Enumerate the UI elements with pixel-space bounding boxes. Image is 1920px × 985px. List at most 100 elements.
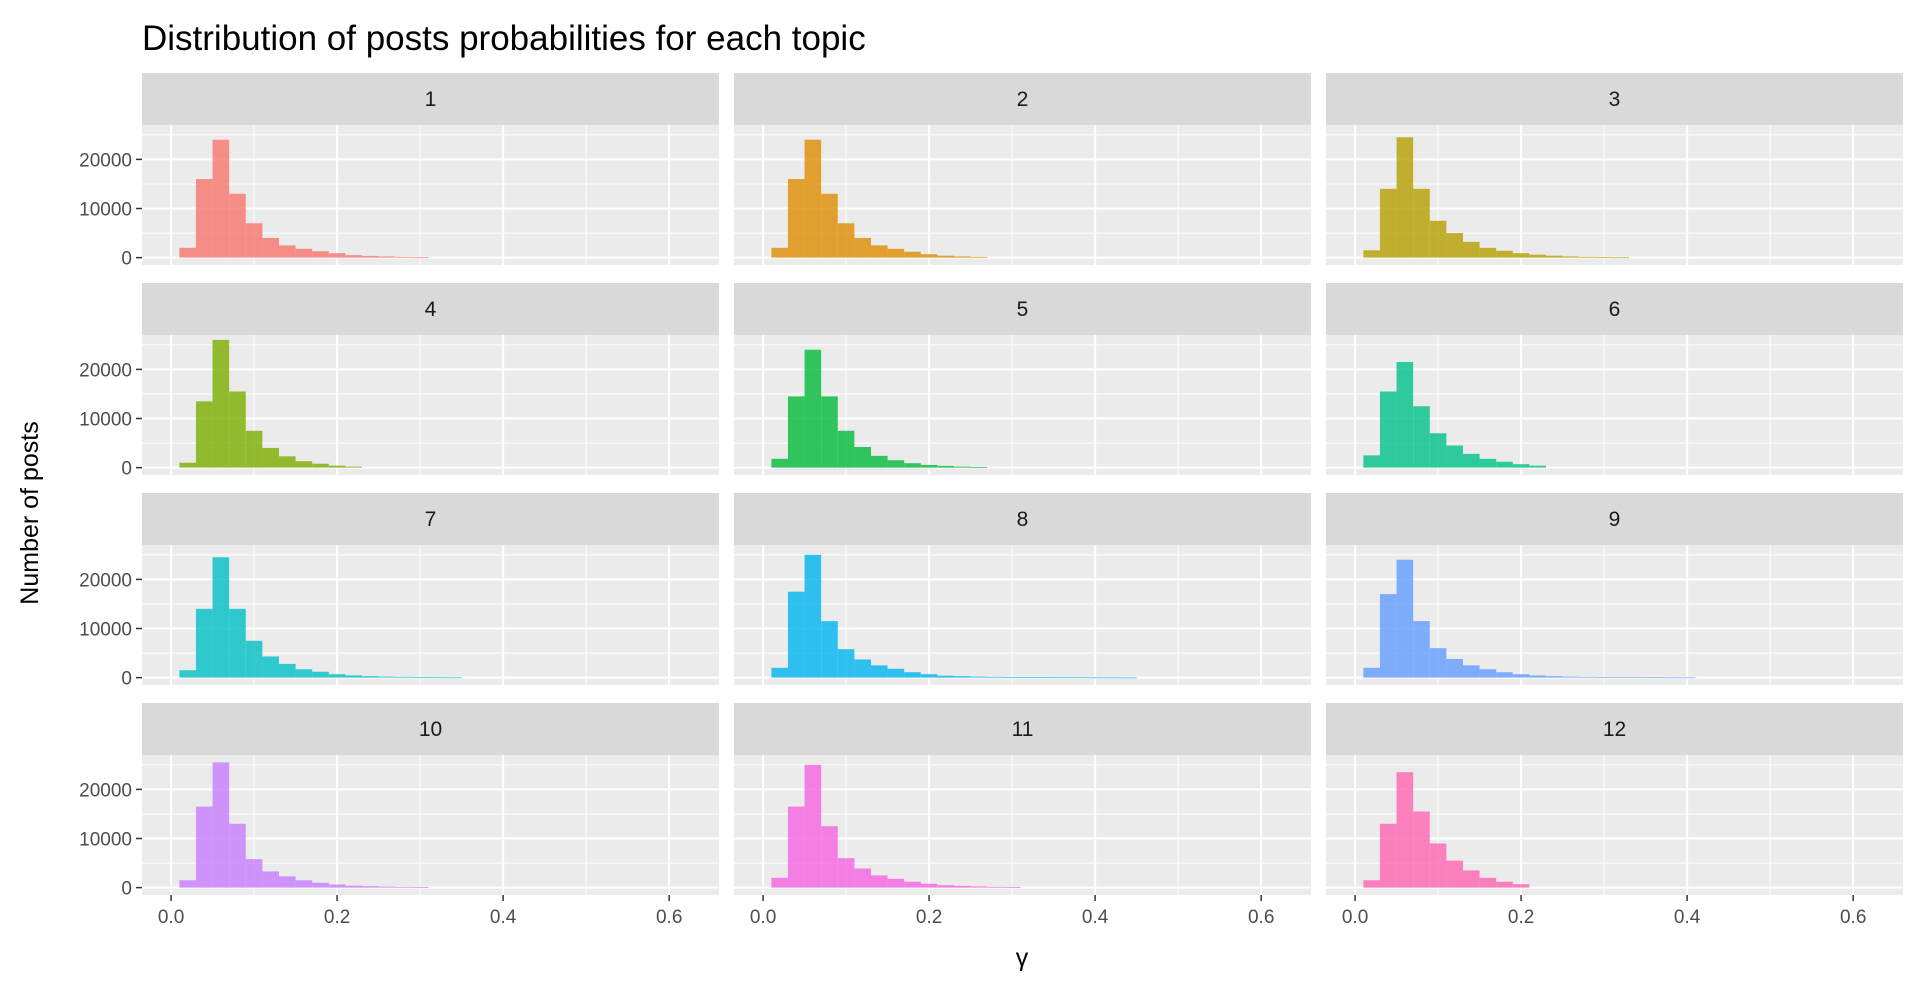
facet-strip: [142, 283, 719, 335]
y-tick-label: 0: [121, 459, 132, 480]
histogram-bar: [195, 401, 213, 468]
histogram-bar: [904, 251, 921, 258]
facet-strip: [734, 283, 1311, 335]
y-tick-label: 20000: [79, 360, 132, 381]
facet-strip-label: 6: [1609, 298, 1621, 321]
histogram-bar: [245, 430, 263, 468]
histogram-bar: [1379, 594, 1397, 678]
histogram-bar: [954, 676, 971, 678]
histogram-bar: [445, 677, 462, 679]
histogram-bar: [937, 465, 955, 468]
histogram-bar: [1429, 220, 1447, 258]
histogram-bar: [362, 886, 379, 888]
histogram-bar: [837, 649, 855, 678]
histogram-bar: [1396, 559, 1414, 678]
x-tick-label: 0.0: [1342, 907, 1368, 928]
x-tick-label: 0.6: [656, 907, 682, 928]
histogram-bar: [1629, 677, 1646, 678]
histogram-bar: [920, 883, 938, 888]
histogram-bar: [771, 458, 788, 468]
histogram-bar: [1396, 772, 1414, 888]
histogram-bar: [1512, 884, 1530, 888]
histogram-bar: [771, 667, 788, 678]
histogram-bar: [804, 554, 822, 678]
facet-strip-label: 4: [425, 298, 437, 321]
histogram-bar: [1562, 676, 1580, 678]
histogram-bar: [854, 237, 871, 258]
histogram-bar: [837, 430, 855, 468]
histogram-bar: [771, 247, 788, 258]
histogram-bar: [920, 674, 938, 678]
histogram-bar: [245, 859, 263, 888]
facet-panel-12: 12 0.0 0.2 0.4 0.6: [1326, 703, 1903, 928]
y-tick-label: 20000: [79, 780, 132, 801]
histogram-bar: [887, 460, 905, 468]
histogram-bar: [1037, 677, 1054, 678]
histogram-bar: [954, 885, 971, 888]
facet-strip: [1326, 283, 1903, 335]
histogram-bar: [1446, 233, 1463, 258]
histogram-bar: [1479, 247, 1497, 258]
facet-strip-label: 10: [419, 718, 442, 741]
facet-panel-6: 6: [1326, 283, 1903, 475]
y-tick-label: 20000: [79, 570, 132, 591]
histogram-bar: [229, 823, 246, 888]
histogram-bar: [987, 886, 1004, 888]
histogram-bar: [378, 676, 396, 678]
x-tick-label: 0.4: [1674, 907, 1701, 928]
histogram-bar: [787, 591, 805, 678]
facet-strip-label: 1: [425, 88, 437, 111]
histogram-bar: [395, 676, 412, 678]
y-tick-label: 0: [121, 879, 132, 900]
histogram-bar: [395, 256, 412, 258]
histogram-bar: [837, 223, 855, 258]
histogram-bar: [1446, 860, 1463, 888]
histogram-bar: [328, 253, 346, 258]
x-tick-label: 0.6: [1248, 907, 1274, 928]
facet-strip: [734, 493, 1311, 545]
facet-strip: [1326, 703, 1903, 755]
facet-panel-2: 2: [734, 73, 1311, 265]
histogram-bar: [1662, 677, 1679, 679]
histogram-bar: [1446, 445, 1463, 468]
histogram-bar: [212, 339, 230, 468]
histogram-bar: [1429, 433, 1447, 468]
histogram-bar: [212, 139, 230, 258]
histogram-bar: [920, 464, 938, 468]
histogram-bar: [1379, 391, 1397, 468]
facet-strip: [142, 703, 719, 755]
histogram-bar: [262, 237, 279, 258]
histogram-bar: [1496, 250, 1513, 258]
histogram-bar: [1462, 453, 1480, 468]
histogram-bar: [328, 674, 346, 678]
histogram-bar: [1562, 256, 1580, 258]
histogram-bar: [278, 663, 296, 678]
histogram-bar: [278, 456, 296, 468]
histogram-bar: [870, 455, 888, 468]
histogram-bar: [1462, 870, 1480, 888]
y-tick-label: 10000: [79, 830, 132, 851]
histogram-bar: [1579, 256, 1596, 258]
histogram-bar: [970, 886, 988, 888]
histogram-bar: [278, 245, 296, 258]
histogram-bar: [1579, 676, 1596, 678]
histogram-bar: [920, 254, 938, 258]
histogram-bar: [937, 255, 955, 258]
histogram-bar: [362, 255, 379, 258]
histogram-bar: [854, 659, 871, 678]
histogram-bar: [987, 676, 1004, 678]
histogram-bar: [428, 677, 446, 679]
histogram-bar: [970, 256, 988, 258]
histogram-bar: [1546, 255, 1563, 258]
histogram-bar: [954, 256, 971, 258]
facet-strip: [734, 73, 1311, 125]
histogram-bar: [904, 881, 921, 888]
histogram-bar: [345, 255, 363, 258]
histogram-bar: [1396, 362, 1414, 468]
histogram-bar: [245, 223, 263, 258]
histogram-bar: [1413, 811, 1430, 888]
facet-strip: [1326, 493, 1903, 545]
histogram-bar: [195, 608, 213, 678]
histogram-bar: [904, 672, 921, 678]
